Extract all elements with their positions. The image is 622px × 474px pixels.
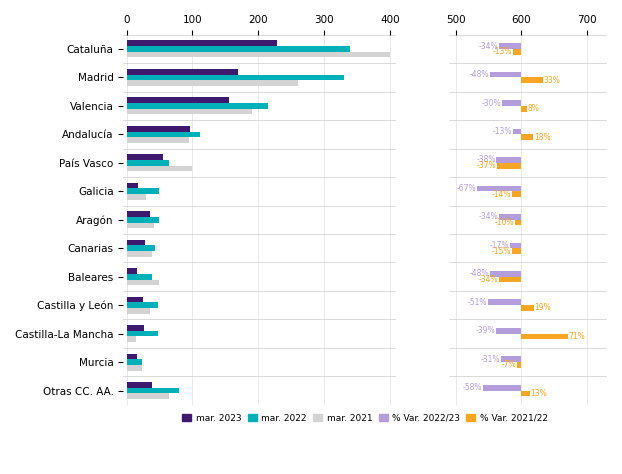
Bar: [126, 109, 251, 114]
Bar: [513, 191, 521, 197]
Bar: [126, 211, 149, 217]
Bar: [126, 393, 169, 399]
Bar: [126, 251, 152, 257]
Bar: [126, 297, 143, 302]
Bar: [396, 35, 448, 405]
Bar: [499, 277, 521, 283]
Text: -48%: -48%: [470, 269, 489, 278]
Bar: [521, 77, 543, 83]
Bar: [483, 385, 521, 391]
Text: 19%: 19%: [534, 303, 551, 312]
Bar: [513, 128, 521, 134]
Text: -58%: -58%: [463, 383, 483, 392]
Text: -51%: -51%: [468, 298, 487, 307]
Bar: [515, 220, 521, 226]
Text: -14%: -14%: [492, 190, 511, 199]
Text: -38%: -38%: [476, 155, 496, 164]
Text: -30%: -30%: [481, 99, 501, 108]
Bar: [126, 274, 152, 280]
Bar: [126, 40, 277, 46]
Bar: [126, 382, 152, 388]
Text: -15%: -15%: [491, 246, 511, 255]
Bar: [126, 308, 149, 314]
Bar: [126, 103, 268, 109]
Bar: [502, 100, 521, 106]
Bar: [126, 166, 192, 172]
Bar: [126, 365, 142, 371]
Bar: [496, 157, 521, 163]
Legend: mar. 2023, mar. 2022, mar. 2021, % Var. 2022/23, % Var. 2021/22: mar. 2023, mar. 2022, mar. 2021, % Var. …: [179, 410, 552, 426]
Bar: [126, 137, 189, 143]
Bar: [126, 223, 154, 228]
Bar: [126, 354, 137, 359]
Bar: [511, 248, 521, 254]
Bar: [126, 97, 228, 103]
Bar: [499, 43, 521, 49]
Text: 8%: 8%: [527, 104, 539, 113]
Bar: [510, 243, 521, 248]
Bar: [126, 246, 155, 251]
Text: -39%: -39%: [475, 326, 495, 335]
Text: -17%: -17%: [490, 241, 509, 250]
Bar: [490, 72, 521, 77]
Bar: [499, 214, 521, 220]
Bar: [521, 391, 530, 396]
Bar: [126, 337, 136, 342]
Bar: [521, 106, 527, 111]
Bar: [126, 126, 190, 131]
Bar: [126, 154, 163, 160]
Text: 18%: 18%: [534, 133, 550, 142]
Bar: [126, 302, 158, 308]
Bar: [521, 334, 568, 339]
Text: -34%: -34%: [479, 275, 498, 284]
Text: -13%: -13%: [493, 47, 513, 56]
Bar: [496, 328, 521, 334]
Bar: [126, 331, 158, 337]
Text: 71%: 71%: [569, 332, 585, 341]
Bar: [126, 74, 344, 80]
Bar: [126, 280, 159, 285]
Bar: [126, 189, 159, 194]
Bar: [126, 217, 159, 223]
Text: -37%: -37%: [477, 161, 496, 170]
Bar: [477, 186, 521, 191]
Bar: [126, 359, 142, 365]
Bar: [126, 80, 298, 86]
Bar: [501, 356, 521, 362]
Bar: [521, 305, 534, 311]
Bar: [126, 183, 138, 189]
Text: -34%: -34%: [479, 42, 498, 51]
Bar: [497, 163, 521, 169]
Text: -13%: -13%: [493, 127, 513, 136]
Text: -10%: -10%: [494, 218, 514, 227]
Bar: [126, 52, 390, 57]
Bar: [126, 325, 144, 331]
Bar: [126, 69, 238, 74]
Bar: [126, 388, 179, 393]
Bar: [126, 194, 146, 200]
Bar: [126, 131, 200, 137]
Bar: [126, 268, 137, 274]
Text: -31%: -31%: [481, 355, 500, 364]
Bar: [521, 134, 533, 140]
Bar: [126, 240, 145, 246]
Text: -67%: -67%: [457, 184, 476, 193]
Text: -48%: -48%: [470, 70, 489, 79]
Text: 13%: 13%: [531, 389, 547, 398]
Bar: [126, 160, 169, 166]
Bar: [490, 271, 521, 277]
Bar: [513, 49, 521, 55]
Bar: [126, 46, 350, 52]
Text: -7%: -7%: [501, 360, 516, 369]
Text: -34%: -34%: [479, 212, 498, 221]
Bar: [517, 362, 521, 368]
Text: 33%: 33%: [544, 76, 560, 85]
Bar: [488, 300, 521, 305]
